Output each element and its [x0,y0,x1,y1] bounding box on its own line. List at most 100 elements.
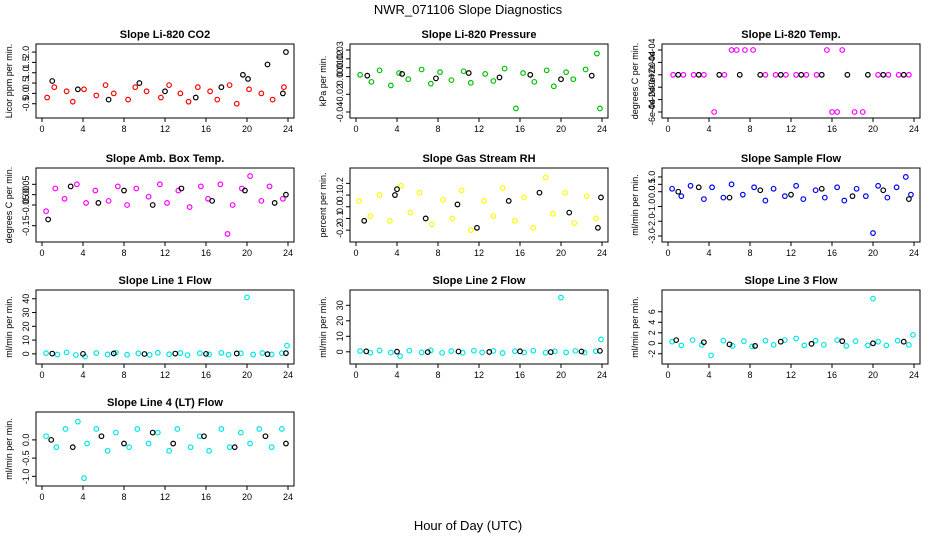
data-point [563,69,570,76]
data-point [820,341,827,348]
overlay-point [900,338,907,345]
data-point [859,109,866,115]
data-point [197,183,204,190]
x-tick-label: 24 [909,124,919,134]
y-tick-label: 0 [335,349,345,354]
data-point [467,227,474,234]
data-point [520,70,526,76]
overlay-point [675,71,682,78]
overlay-point [788,191,794,198]
x-tick-label: 16 [201,248,211,258]
data-point [418,349,425,356]
data-point [893,184,900,191]
x-tick-label: 4 [394,248,399,258]
x-tick-label: 0 [665,248,670,258]
x-tick-label: 24 [909,248,919,258]
y-tick-label: 20 [21,321,31,331]
data-point [467,79,474,86]
x-tick-label: 4 [80,370,85,380]
overlay-point [361,217,368,224]
panel-title: Slope Line 3 Flow [745,275,838,287]
x-tick-label: 12 [474,370,484,380]
data-point [741,47,748,53]
data-point [52,185,59,192]
data-point [905,341,912,348]
overlay-point [864,71,871,78]
overlay-point [695,184,702,191]
x-tick-label: 12 [786,370,796,380]
panel-title: Slope Sample Flow [741,153,842,165]
data-point [593,50,600,57]
figure-title: NWR_071106 Slope Diagnostics [374,2,563,17]
overlay-point [880,187,887,194]
data-point [511,348,518,355]
x-tick-label: 0 [353,248,358,258]
data-point [700,196,707,202]
data-point [53,444,60,451]
data-point [749,343,755,350]
data-point [206,351,212,358]
overlay-point [736,71,743,78]
data-point [829,109,835,115]
data-point [258,197,265,204]
x-tick-label: 16 [201,124,211,134]
data-point [690,71,697,78]
data-point [530,347,537,354]
overlay-point [527,71,534,78]
x-tick-label: 24 [597,248,607,258]
data-point [592,215,599,222]
overlay-point [149,202,156,208]
data-point [449,215,456,222]
data-point [470,347,477,354]
overlay-point [392,192,398,198]
data-point [669,185,675,192]
y-tick-label: 1.5 [21,56,31,69]
y-tick-label: -0.15 [21,215,31,236]
y-tick-label: -1.0 [647,199,657,215]
data-point [448,348,455,354]
data-point [530,224,537,231]
y-axis-label: kPa per min. [318,56,328,107]
overlay-point [839,338,846,345]
data-point [135,350,142,357]
overlay-point [726,341,733,348]
data-point [550,83,557,90]
x-tick-label: 4 [80,248,85,258]
overlay-point [808,340,815,347]
x-tick-label: 4 [80,124,85,134]
overlay-point [245,76,251,82]
overlay-point [209,197,216,204]
data-point [376,347,383,354]
overlay-point [454,201,461,208]
data-point [145,440,152,447]
plot-frame [661,289,921,365]
x-tick-label: 12 [160,370,170,380]
y-tick-label: 0.0 [21,434,31,447]
overlay-point [170,440,177,447]
data-point [801,342,808,349]
data-point [902,174,909,180]
data-point [598,336,604,343]
data-point [217,181,224,188]
data-point [226,82,233,89]
data-point [124,202,130,208]
x-tick-label: 12 [160,492,170,502]
overlay-point [700,339,707,346]
data-point [700,71,707,78]
data-point [396,70,402,76]
data-point [63,88,70,95]
y-tick-label: -3.0 [647,228,657,244]
overlay-point [465,70,472,76]
data-point [678,342,685,349]
overlay-point [283,191,289,198]
data-point [513,105,519,112]
y-axis-label: ml/min per min. [318,296,328,358]
data-point [69,98,76,105]
panel-3: Slope Li-820 Temp. 0 4 8 12 16 20 24 -6e-04-4e-0… [630,29,921,134]
data-point [448,77,455,84]
x-tick-label: 4 [394,370,399,380]
y-tick-label: -0.04 [335,102,345,123]
overlay-point [695,71,702,78]
data-point [711,109,718,115]
